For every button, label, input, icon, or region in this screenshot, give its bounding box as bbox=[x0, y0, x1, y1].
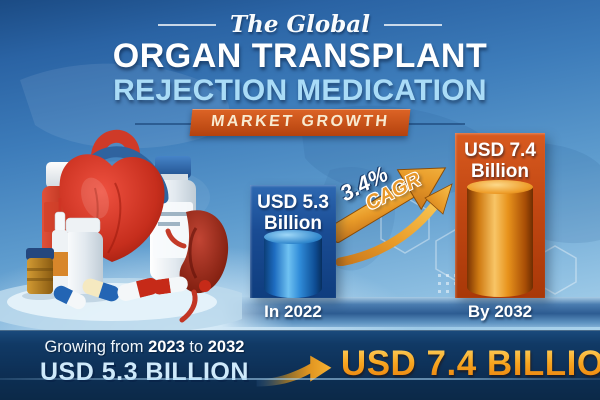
summary-banner: Growing from 2023 to 2032 USD 5.3 BILLIO… bbox=[0, 330, 600, 400]
growth-to-word: to bbox=[189, 338, 204, 356]
bar-2022-value-line1: USD 5.3 bbox=[257, 192, 329, 213]
footer-arrow-icon bbox=[256, 355, 332, 386]
capsule-pills-icon bbox=[51, 275, 211, 312]
bar-2032-period-label: By 2032 bbox=[467, 302, 533, 321]
kicker-text: The Global bbox=[230, 11, 370, 38]
kicker: The Global bbox=[0, 11, 600, 38]
kicker-line-right bbox=[383, 23, 442, 26]
bar-2022: USD 5.3 Billion bbox=[250, 185, 336, 298]
page-title-line1: ORGAN TRANSPLANT bbox=[112, 37, 488, 75]
bar-2022-value-line2: Billion bbox=[263, 213, 323, 234]
bar-2032-value-line1: USD 7.4 bbox=[464, 140, 536, 161]
bar-2022-value-label: USD 5.3 Billion bbox=[250, 185, 336, 234]
pill-bottle-icon bbox=[63, 217, 103, 294]
from-value-text: USD 5.3 BILLION bbox=[40, 358, 249, 386]
bar-2022-period-label: In 2022 bbox=[264, 302, 322, 321]
kidney-illustration bbox=[165, 210, 229, 323]
bar-2022-cylinder bbox=[264, 230, 322, 298]
bar-2032-value-label: USD 7.4 Billion bbox=[455, 133, 545, 182]
page-title-line2: REJECTION MEDICATION bbox=[113, 74, 487, 107]
spray-bottle-icon bbox=[52, 198, 68, 290]
to-value-text: USD 7.4 BILLION bbox=[341, 344, 600, 384]
amber-jar-icon bbox=[26, 248, 54, 294]
growth-prefix: Growing from bbox=[44, 338, 144, 356]
bar-2032: USD 7.4 Billion bbox=[455, 133, 545, 298]
growth-period-text: Growing from 2023 to 2032 bbox=[40, 338, 249, 357]
chart-platform bbox=[222, 297, 600, 327]
growth-to-year: 2032 bbox=[207, 338, 245, 356]
bar-2032-value-line2: Billion bbox=[470, 161, 530, 182]
growth-from-year: 2023 bbox=[148, 338, 185, 356]
kicker-line-left bbox=[158, 23, 217, 26]
banner-divider-line bbox=[0, 378, 600, 380]
growth-summary: Growing from 2023 to 2032 USD 5.3 BILLIO… bbox=[40, 338, 249, 387]
medical-illustration bbox=[0, 129, 242, 330]
bar-2032-cylinder bbox=[467, 180, 533, 297]
cagr-growth-arrows-icon bbox=[328, 167, 453, 266]
